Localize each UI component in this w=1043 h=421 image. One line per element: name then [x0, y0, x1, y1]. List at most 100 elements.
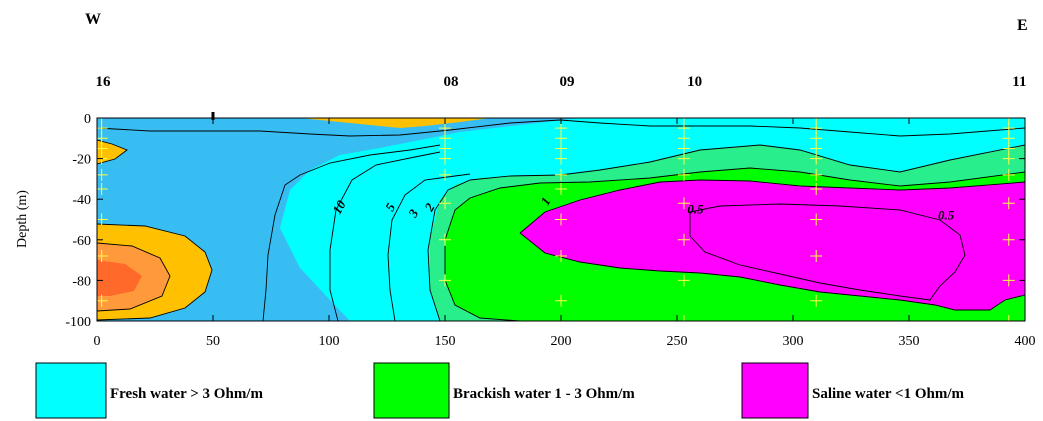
measurement-cross [555, 168, 567, 181]
x-tick-label: 0 [94, 334, 101, 349]
station-label-10: 10 [687, 74, 702, 90]
x-tick-label: 50 [206, 334, 220, 349]
measurement-cross [677, 168, 690, 181]
measurement-cross [677, 274, 690, 287]
measurement-cross [555, 213, 567, 226]
measurement-cross [555, 294, 567, 307]
station-label-11: 11 [1012, 74, 1026, 90]
legend-label-1: Fresh water > 3 Ohm/m [110, 386, 263, 402]
measurement-cross [97, 213, 108, 226]
x-tick-label: 200 [551, 334, 572, 349]
contour-line-left-body [97, 223, 213, 321]
x-tick-label: 300 [783, 334, 804, 349]
contour-line-3 [387, 173, 471, 321]
measurement-cross [555, 122, 567, 135]
legend-swatch-1 [35, 362, 107, 419]
measurement-cross [810, 152, 823, 165]
measurement-cross [439, 233, 451, 246]
measurement-cross [1002, 118, 1015, 124]
measurement-cross [97, 183, 108, 196]
contour-line-left-inner [97, 242, 171, 312]
contour-line-0-5-inner [689, 203, 966, 301]
measurement-cross [1002, 142, 1015, 155]
measurement-cross [439, 142, 451, 155]
measurement-cross [677, 315, 690, 321]
measurement-cross [439, 132, 451, 145]
x-tick-label: 100 [319, 334, 340, 349]
legend: Fresh water > 3 Ohm/m Brackish water 1 - … [35, 362, 965, 419]
measurement-cross [1002, 233, 1015, 246]
contour-line-5 [329, 151, 441, 321]
contour-lines [97, 119, 1025, 321]
measurement-cross [810, 132, 823, 145]
resistive-left-spur [97, 140, 127, 164]
station-label-08: 08 [444, 74, 459, 90]
measurement-cross [810, 118, 823, 124]
measurement-cross [810, 122, 823, 135]
y-tick-label: -20 [72, 153, 91, 168]
measurement-cross [1002, 315, 1015, 321]
y-axis-label: Depth (m) [15, 190, 30, 248]
measurement-cross [555, 250, 567, 263]
measurement-cross [97, 294, 108, 307]
contour-line-top [97, 119, 1025, 137]
y-tick-label: -40 [72, 193, 91, 208]
measurement-cross [1002, 152, 1015, 165]
resistive-top-lens [300, 118, 490, 128]
measurement-cross [97, 168, 108, 181]
contour-line-10 [262, 144, 441, 321]
measurement-cross [439, 168, 451, 181]
x-tick-label: 150 [435, 334, 456, 349]
measurement-cross [677, 152, 690, 165]
legend-swatch-2 [373, 362, 450, 419]
y-tick-label: -80 [72, 274, 91, 289]
measurement-cross [810, 213, 823, 226]
station-label-09: 09 [560, 74, 575, 90]
measurement-cross [810, 183, 823, 196]
measurement-cross [677, 142, 690, 155]
measurement-cross [97, 122, 108, 135]
measurement-cross [810, 168, 823, 181]
measurement-cross [1002, 197, 1015, 210]
direction-west-label: W [85, 11, 101, 28]
measurement-cross [439, 152, 451, 165]
resistive-left-core [97, 260, 142, 296]
contour-line-2 [427, 144, 1025, 321]
contour-line-0-5-lower [519, 232, 1025, 311]
measurement-cross [677, 122, 690, 135]
measurement-cross [1002, 168, 1015, 181]
measurement-cross [555, 183, 567, 196]
contour-label: 0.5 [938, 208, 955, 223]
y-tick-label: -100 [65, 315, 91, 330]
measurement-cross [677, 197, 690, 210]
measurement-cross [1002, 122, 1015, 135]
measurement-cross [439, 197, 451, 210]
measurement-cross [97, 250, 108, 263]
measurement-cross [677, 132, 690, 145]
saline-water-zone [520, 180, 1025, 310]
legend-label-3: Saline water <1 Ohm/m [812, 386, 965, 402]
measurement-cross [810, 294, 823, 307]
legend-label-2: Brackish water 1 - 3 Ohm/m [453, 386, 635, 402]
station-label-16: 16 [96, 74, 112, 90]
measurement-cross [555, 142, 567, 155]
measurement-cross [677, 233, 690, 246]
legend-swatch-3 [741, 362, 809, 419]
x-tick-label: 250 [667, 334, 688, 349]
contour-line-left-spur [97, 139, 128, 165]
measurement-cross [555, 152, 567, 165]
direction-east-label: E [1017, 17, 1028, 34]
measurement-cross [555, 132, 567, 145]
measurement-cross [810, 250, 823, 263]
y-tick-label: -60 [72, 234, 91, 249]
fresh-water-light-band [280, 118, 1025, 321]
measurement-cross [439, 274, 451, 287]
measurement-cross [1002, 274, 1015, 287]
station-labels: 16 08 09 10 11 [96, 74, 1027, 90]
y-tick-label: 0 [84, 112, 91, 127]
x-tick-label: 350 [899, 334, 920, 349]
measurement-cross [677, 118, 690, 124]
axes: 0 50 100 150 200 250 300 350 400 0 -20 -40 -60 -80 -10… [65, 112, 1036, 349]
measurement-cross [810, 142, 823, 155]
